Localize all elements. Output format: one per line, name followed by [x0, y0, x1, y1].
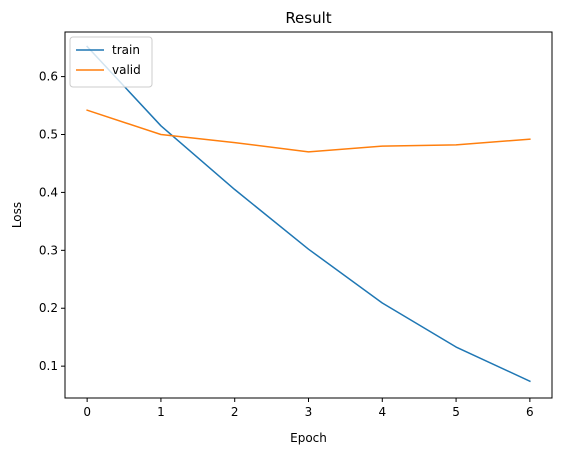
- y-tick-label: 0.4: [39, 185, 58, 199]
- x-tick-label: 1: [157, 405, 165, 419]
- plot-area-frame: [64, 31, 553, 399]
- y-tick-label: 0.1: [39, 359, 58, 373]
- series-layer: [86, 45, 531, 383]
- x-tick-label: 5: [452, 405, 460, 419]
- y-tick-label: 0.3: [39, 243, 58, 257]
- x-tick-label: 4: [378, 405, 386, 419]
- legend: train valid: [69, 36, 153, 88]
- y-tick-label: 0.2: [39, 301, 58, 315]
- legend-label-valid: valid: [112, 63, 141, 77]
- x-axis: 0 1 2 3 4 5 6: [83, 398, 534, 419]
- series-line-valid: [86, 109, 531, 153]
- x-tick-label: 3: [305, 405, 313, 419]
- x-tick-label: 6: [526, 405, 534, 419]
- y-tick-label: 0.5: [39, 128, 58, 142]
- y-tick-label: 0.6: [39, 70, 58, 84]
- legend-label-train: train: [112, 43, 140, 57]
- y-axis: 0.1 0.2 0.3 0.4 0.5 0.6: [39, 70, 65, 373]
- y-axis-label: Loss: [10, 202, 24, 228]
- x-tick-label: 2: [231, 405, 239, 419]
- chart-title: Result: [285, 9, 331, 27]
- x-axis-label: Epoch: [290, 431, 327, 445]
- x-tick-label: 0: [83, 405, 91, 419]
- series-line-train: [86, 45, 531, 383]
